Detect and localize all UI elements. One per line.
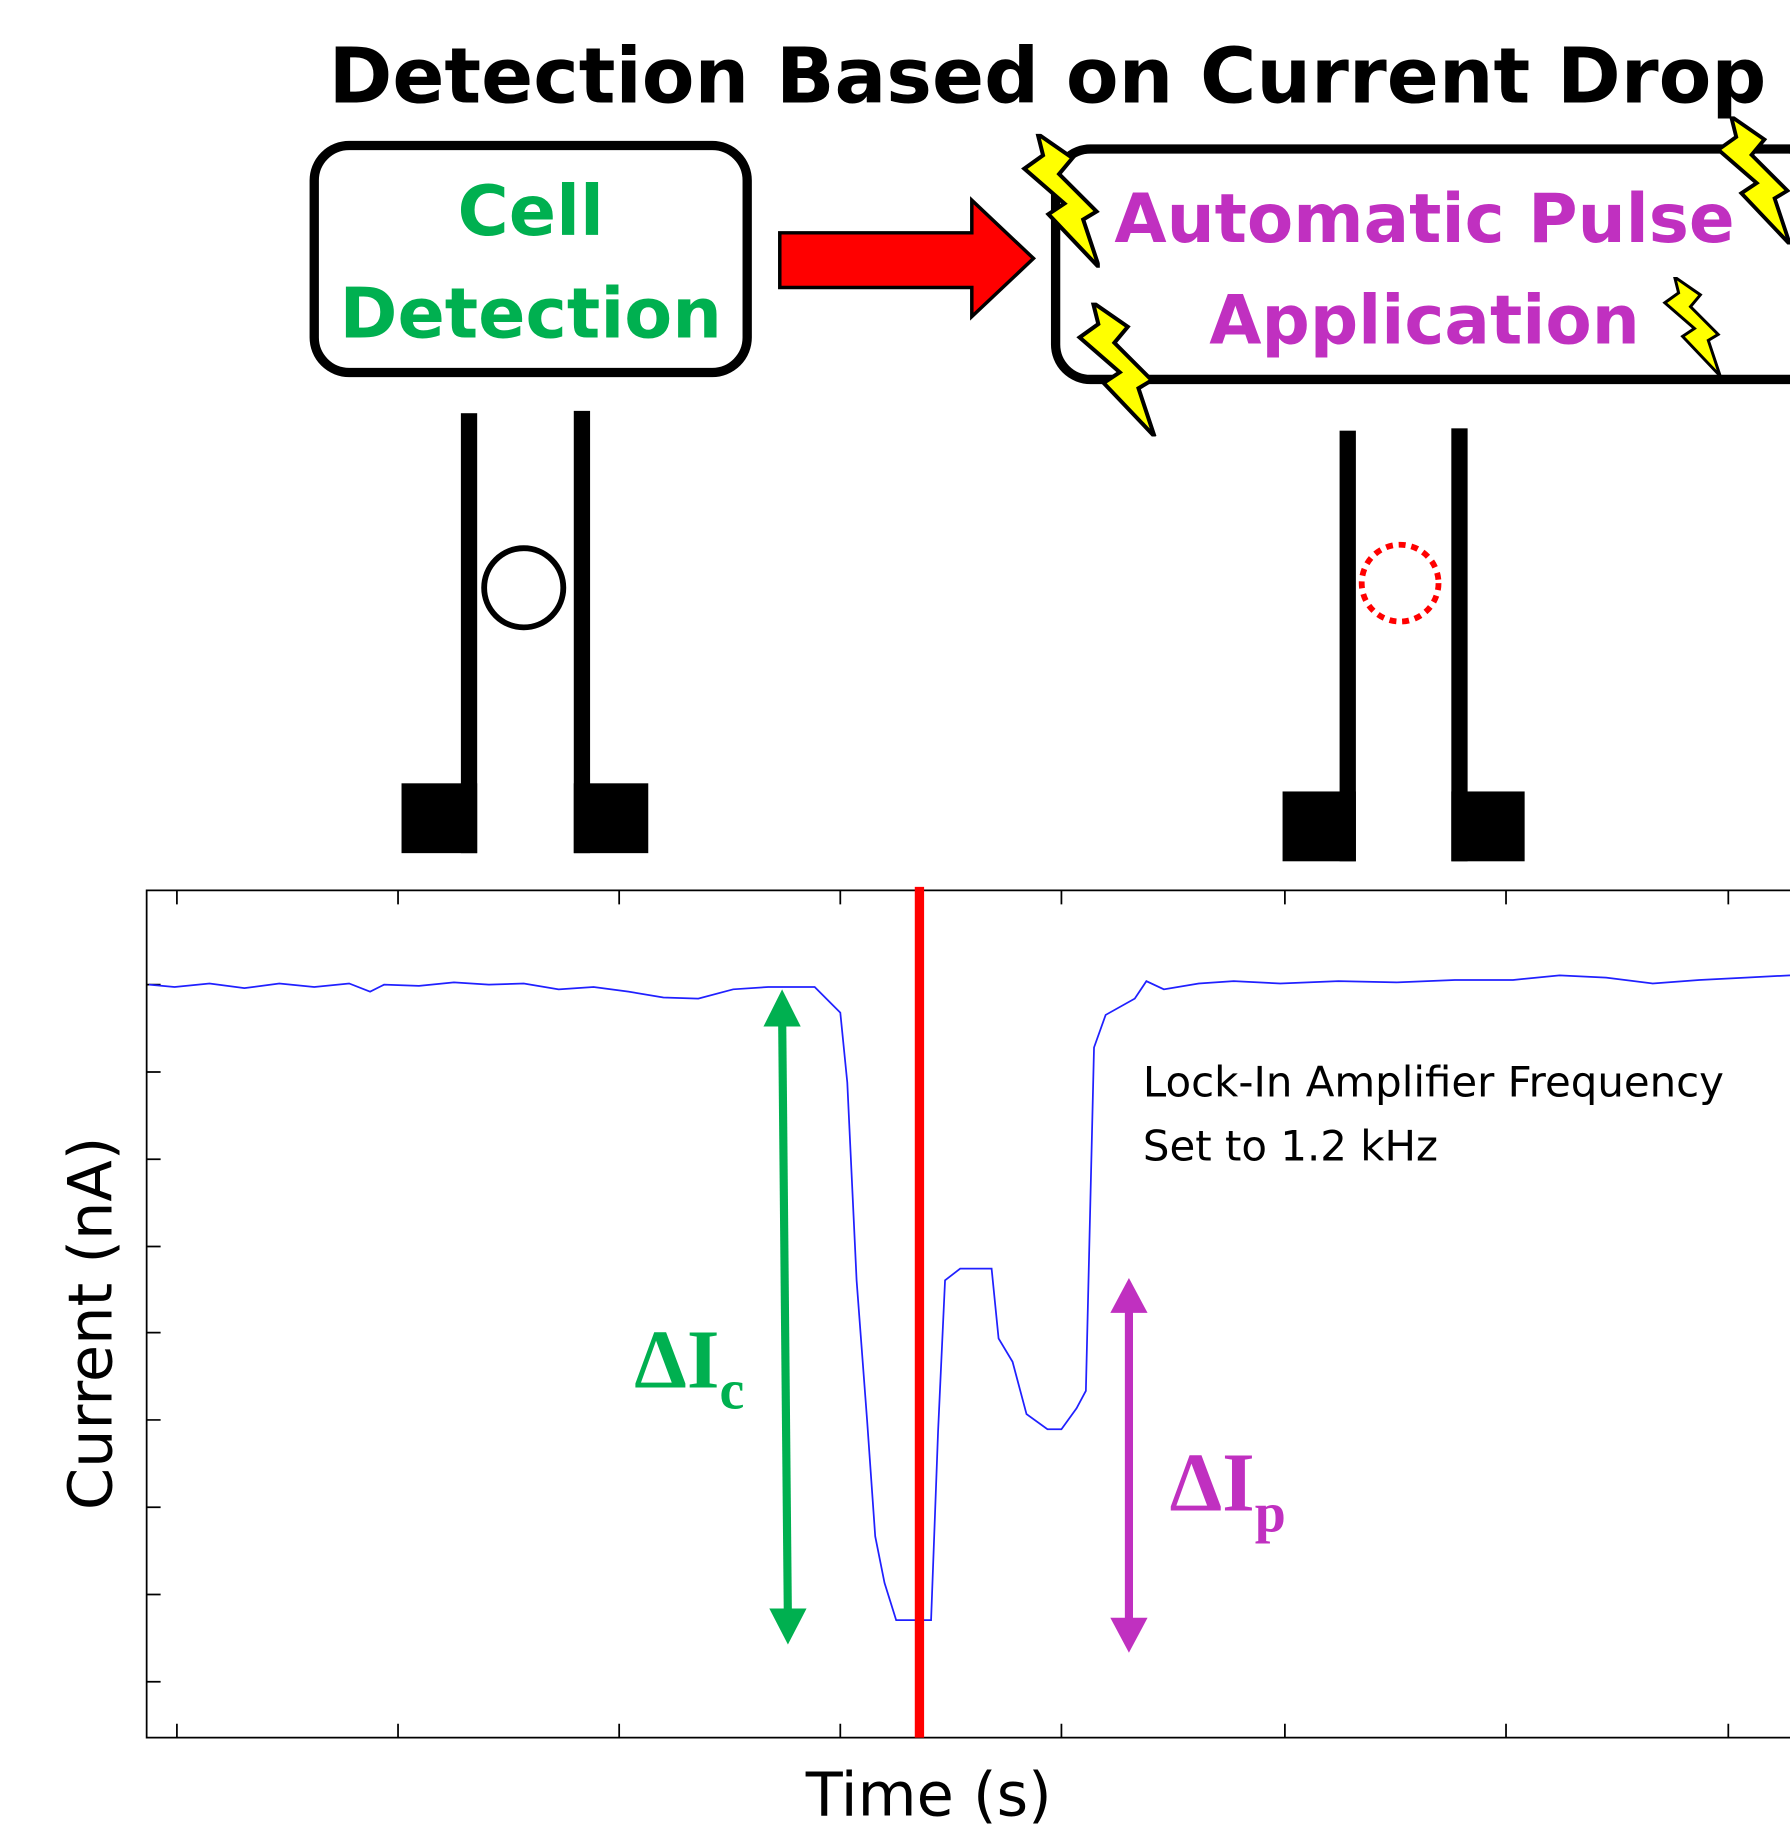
box-text: Detection [339,274,721,355]
figure: Detection Based on Current Drop Cell Det… [0,0,1790,1825]
y-axis-label: Current (nA) [57,1137,127,1511]
arrow [780,200,1034,316]
box-text: Cell [457,171,603,252]
annotation: Set to 1.2 kHz [1143,1121,1438,1170]
cell-lysed [1362,545,1439,622]
box-text: Automatic Pulse [1114,179,1734,258]
annotation: Lock-In Amplifier Frequency [1143,1057,1724,1106]
delta-symbol: ΔI [1170,1437,1255,1530]
x-axis-label: Time (s) [805,1761,1052,1825]
delta-label: ΔIp [1170,1437,1286,1545]
delta-arrow [1110,1278,1147,1653]
box-text: Application [1209,280,1640,359]
axes [147,890,1790,1737]
channel [402,411,1525,861]
delta-label: ΔIc [634,1313,744,1421]
delta-arrow [763,989,806,1644]
title: Detection Based on Current Drop [329,32,1767,121]
delta-subscript: c [719,1359,744,1421]
page: {"title":"Detection Based on Current Dro… [0,0,1790,1825]
cell [484,548,563,627]
delta-symbol: ΔI [634,1313,719,1406]
delta-subscript: p [1255,1483,1286,1545]
